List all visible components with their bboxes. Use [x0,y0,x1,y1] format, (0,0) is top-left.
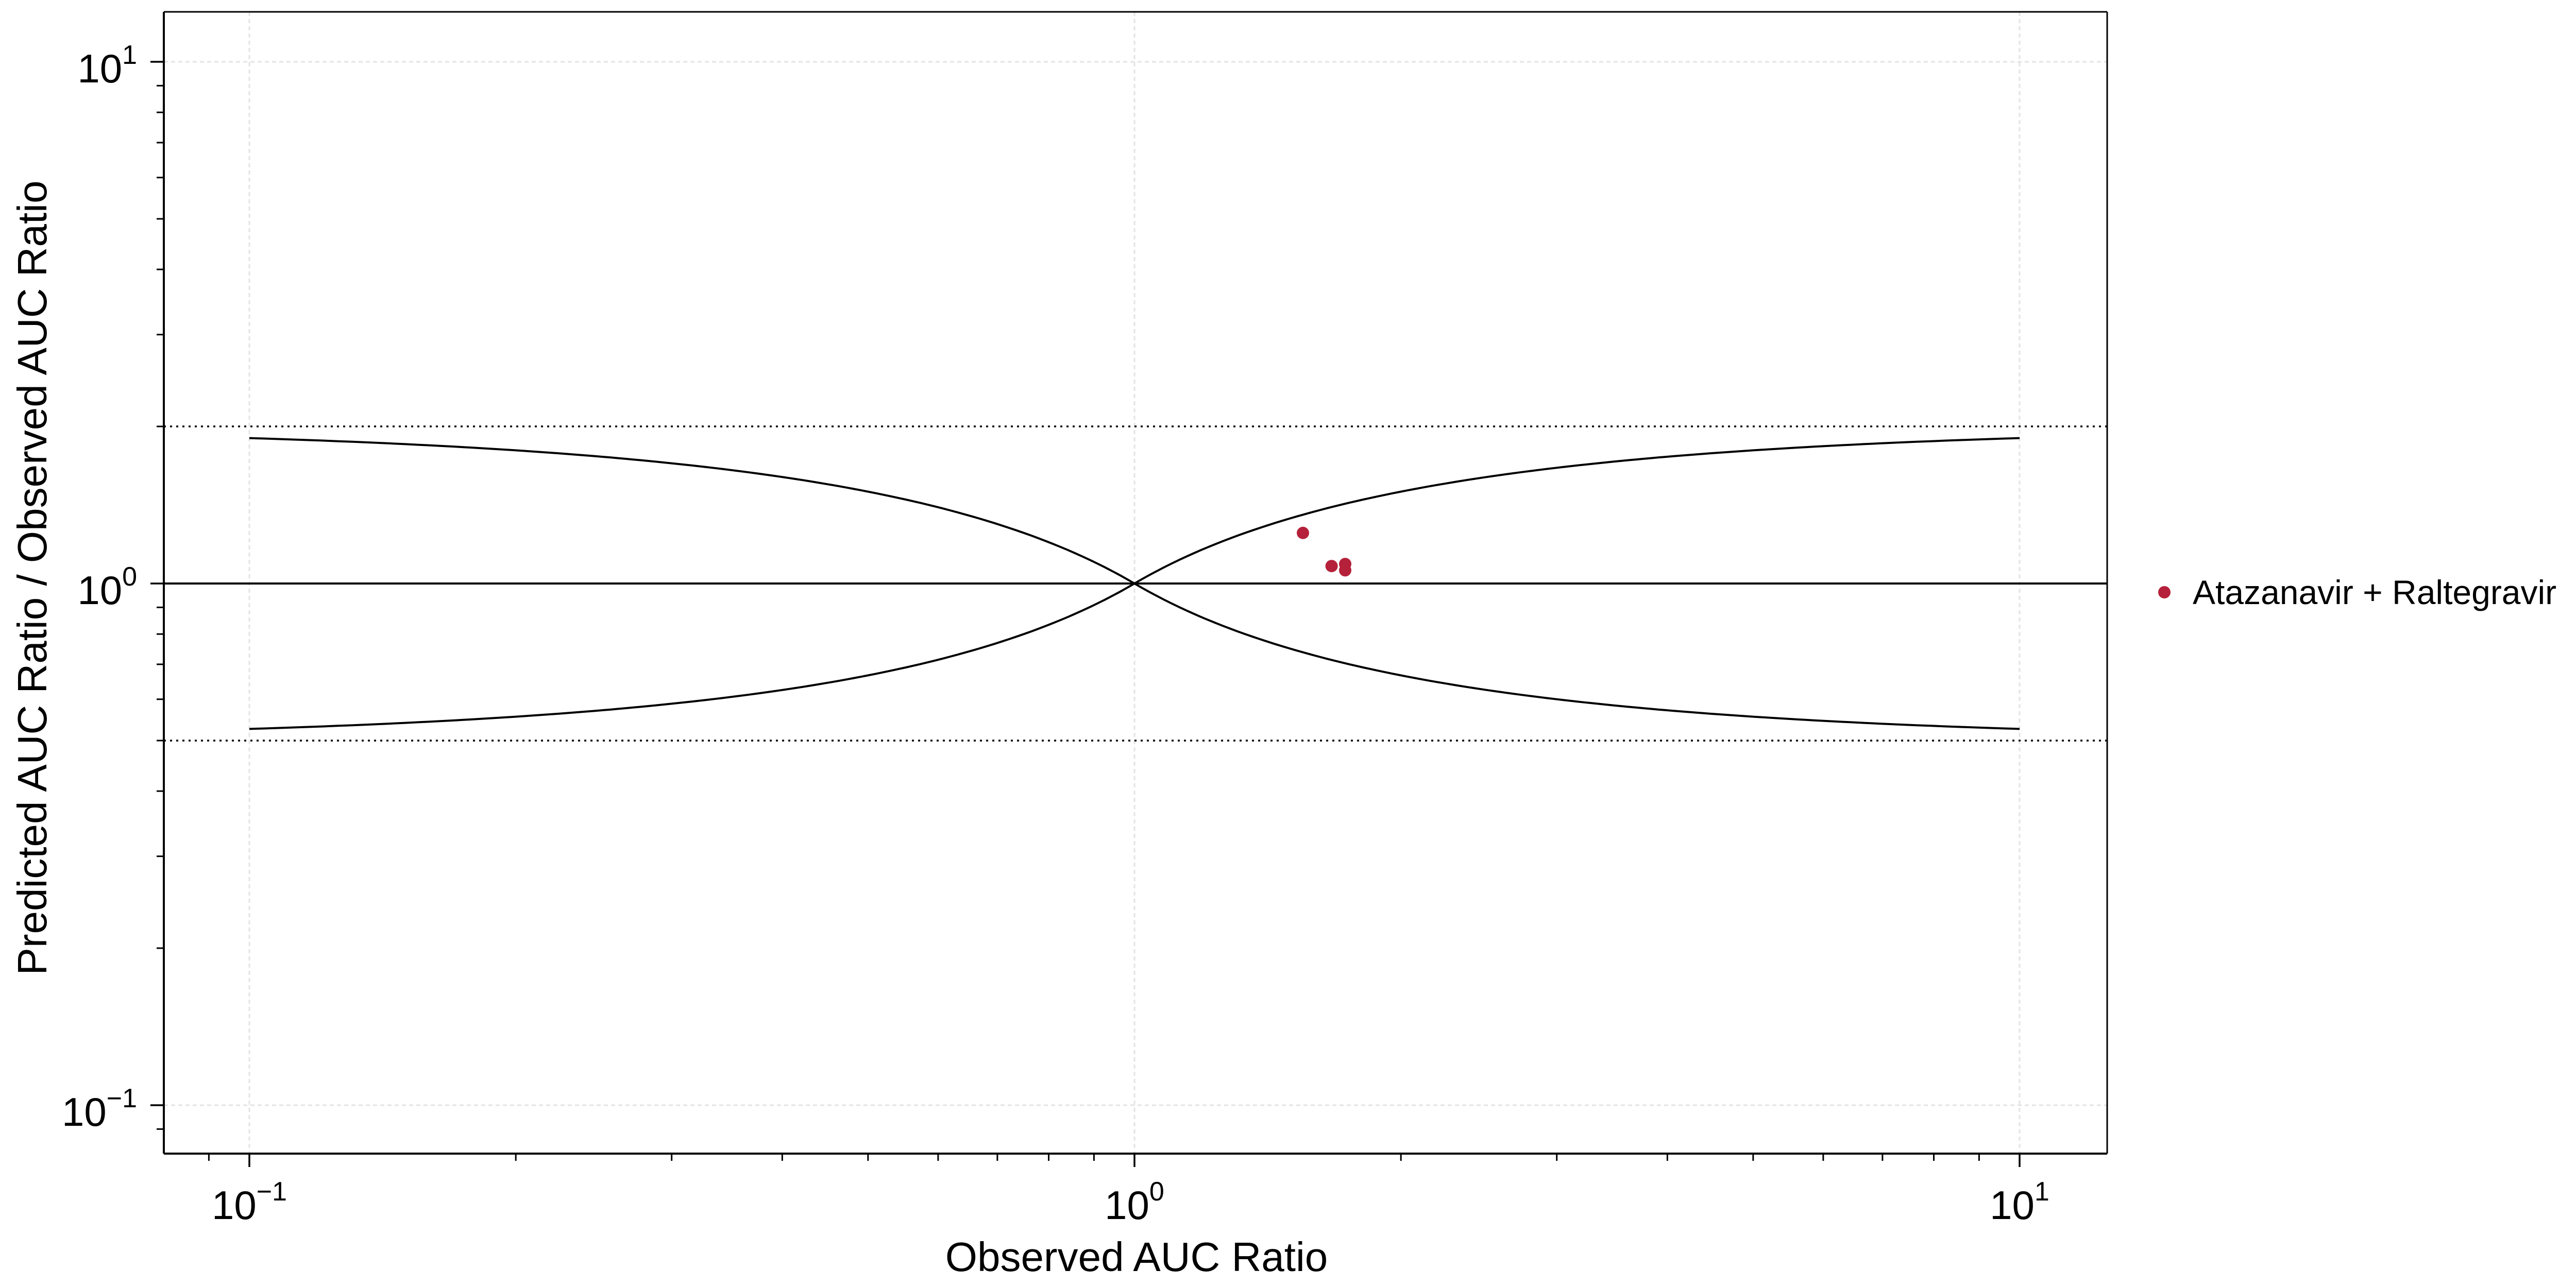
data-point [1297,526,1309,539]
x-tick-label: 101 [1990,1177,2049,1228]
reference-lines [164,425,2107,742]
y-tick-label: 10−1 [62,1084,137,1135]
data-point [1339,564,1351,577]
legend-marker [2158,586,2171,598]
x-tick-label: 10−1 [212,1177,287,1228]
legend-label: Atazanavir + Raltegravir [2193,573,2556,611]
y-tick-label: 100 [77,562,137,613]
lower-limit-curve [249,582,2020,730]
x-axis-title: Observed AUC Ratio [945,1234,1328,1280]
y-axis-title: Predicted AUC Ratio / Observed AUC Ratio [9,181,55,975]
axes: 10−1 100 101 10−1 100 101 [62,11,2108,1228]
data-points [1297,526,1351,577]
data-point [1325,560,1338,573]
legend: Atazanavir + Raltegravir [2158,573,2556,611]
y-tick-label: 101 [77,40,137,91]
x-tick-label: 100 [1105,1177,1164,1228]
